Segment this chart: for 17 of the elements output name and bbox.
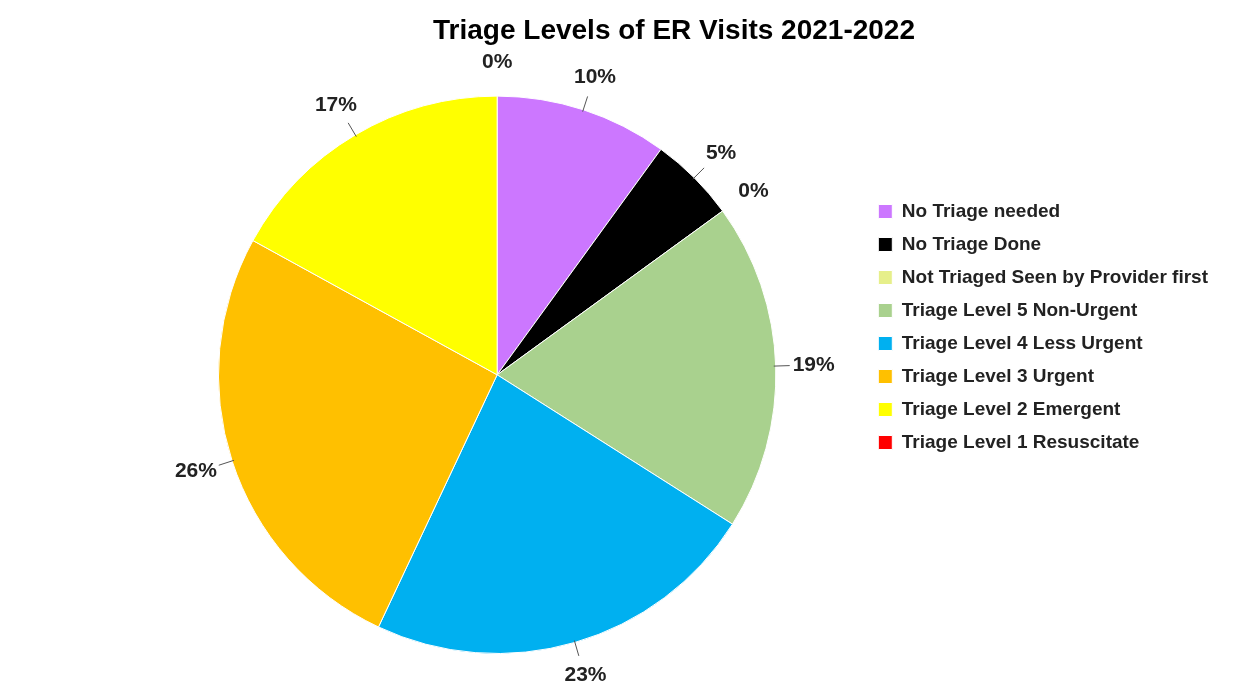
legend-label: Triage Level 3 Urgent — [901, 364, 1095, 386]
text: 0% — [738, 177, 769, 201]
legend-label: Triage Level 1 Resuscitate — [901, 430, 1140, 452]
text: 0% — [481, 48, 513, 72]
data-label: 23% — [564, 661, 607, 685]
legend-label: Triage Level 5 Non-Urgent — [901, 298, 1138, 320]
legend-label: Triage Level 4 Less Urgent — [901, 331, 1144, 353]
legend-label: No Triage Done — [901, 232, 1042, 254]
chart-title: Triage Levels of ER Visits 2021-2022 — [433, 13, 915, 45]
data-label: 26% — [174, 458, 218, 482]
data-label: 17% — [314, 92, 358, 116]
data-label: 10% — [574, 64, 617, 88]
legend-label: Triage Level 2 Emergent — [901, 397, 1122, 419]
data-label: 19% — [792, 351, 836, 375]
data-label: 5% — [705, 140, 737, 164]
legend-label: No Triage needed — [901, 199, 1061, 221]
legend-label: Not Triaged Seen by Provider first — [901, 265, 1209, 287]
